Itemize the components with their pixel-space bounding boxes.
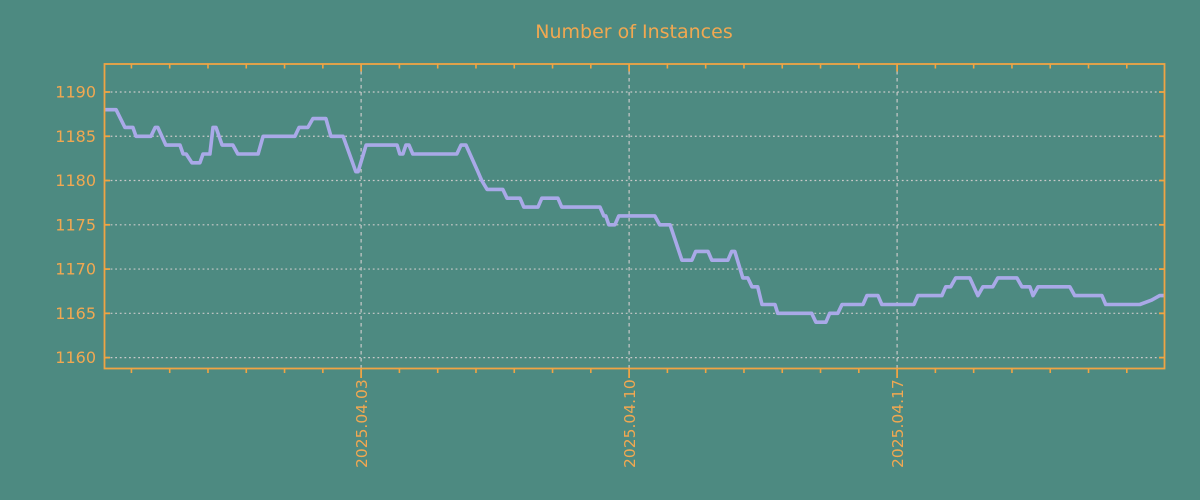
y-tick-label: 1180 [55,171,96,190]
y-tick-label: 1185 [55,127,96,146]
x-tick-label: 2025.04.03 [353,379,371,468]
y-tick-label: 1170 [55,260,96,279]
y-tick-label: 1190 [55,83,96,102]
plot-area: 1160 1165 1170 1175 1180 1185 1190 2025.04.03 20… [55,63,1166,468]
x-tick-label: 2025.04.10 [621,379,639,468]
axis-frame [103,63,1166,370]
series-line-instances [105,107,1164,325]
y-tick-label: 1165 [55,304,96,323]
y-tick-label: 1175 [55,215,96,234]
x-tick-label: 2025.04.17 [889,379,907,468]
chart-title: Number of Instances [535,21,732,43]
y-tick-label: 1160 [55,348,96,367]
